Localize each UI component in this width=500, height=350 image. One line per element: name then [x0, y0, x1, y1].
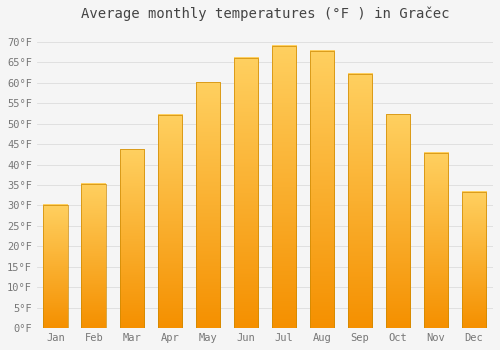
Bar — [234, 58, 258, 328]
Bar — [386, 114, 410, 328]
Bar — [196, 82, 220, 328]
Bar — [462, 192, 486, 328]
Bar — [310, 51, 334, 328]
Bar — [424, 153, 448, 328]
Bar — [120, 149, 144, 328]
Title: Average monthly temperatures (°F ) in Gračec: Average monthly temperatures (°F ) in Gr… — [80, 7, 449, 21]
Bar — [272, 46, 296, 328]
Bar — [44, 205, 68, 328]
Bar — [348, 74, 372, 328]
Bar — [82, 184, 106, 328]
Bar — [158, 115, 182, 328]
